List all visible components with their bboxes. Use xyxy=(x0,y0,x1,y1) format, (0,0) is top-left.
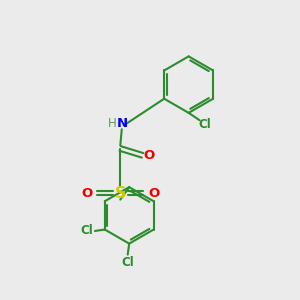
Text: H: H xyxy=(108,117,116,130)
Text: N: N xyxy=(117,117,128,130)
Text: Cl: Cl xyxy=(80,224,93,238)
Text: Cl: Cl xyxy=(198,118,211,130)
Text: O: O xyxy=(143,149,155,162)
Text: Cl: Cl xyxy=(121,256,134,268)
Text: O: O xyxy=(81,187,92,200)
Text: S: S xyxy=(115,186,126,201)
Text: O: O xyxy=(148,187,160,200)
